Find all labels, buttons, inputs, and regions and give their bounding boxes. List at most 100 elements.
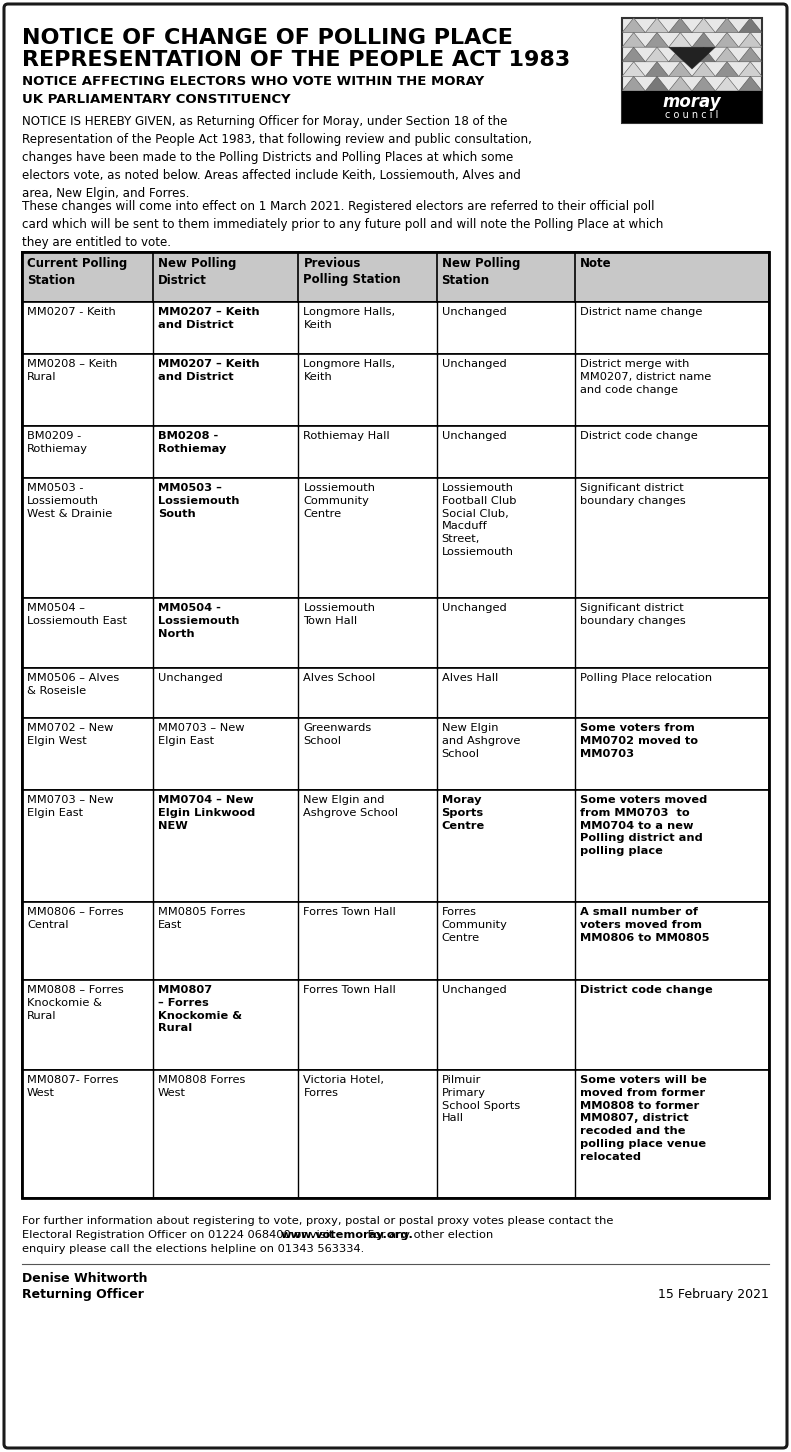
Text: For any other election: For any other election: [364, 1230, 493, 1240]
Text: Unchanged: Unchanged: [441, 603, 506, 613]
Text: MM0504 –
Lossiemouth East: MM0504 – Lossiemouth East: [27, 603, 127, 626]
Text: MM0704 – New
Elgin Linkwood
NEW: MM0704 – New Elgin Linkwood NEW: [157, 796, 255, 831]
Bar: [22, 302, 769, 354]
Text: Lossiemouth
Community
Centre: Lossiemouth Community Centre: [304, 484, 376, 518]
Bar: [22, 1070, 769, 1198]
Polygon shape: [692, 48, 715, 62]
Text: c o u n c i l: c o u n c i l: [665, 110, 719, 121]
Text: MM0207 – Keith
and District: MM0207 – Keith and District: [157, 359, 259, 382]
Polygon shape: [668, 32, 692, 48]
Text: www.votemoray.org.: www.votemoray.org.: [281, 1230, 414, 1240]
Text: Denise Whitworth: Denise Whitworth: [22, 1272, 147, 1285]
Polygon shape: [715, 77, 739, 91]
Text: MM0702 – New
Elgin West: MM0702 – New Elgin West: [27, 723, 113, 746]
Polygon shape: [715, 48, 739, 62]
Text: MM0503 –
Lossiemouth
South: MM0503 – Lossiemouth South: [157, 484, 239, 518]
Text: MM0504 -
Lossiemouth
North: MM0504 - Lossiemouth North: [157, 603, 239, 639]
Bar: [22, 790, 769, 902]
Text: MM0703 – New
Elgin East: MM0703 – New Elgin East: [157, 723, 244, 746]
Text: Forres
Community
Centre: Forres Community Centre: [441, 908, 508, 942]
Text: MM0207 - Keith: MM0207 - Keith: [27, 306, 115, 317]
Text: Lossiemouth
Football Club
Social Club,
Macduff
Street,
Lossiemouth: Lossiemouth Football Club Social Club, M…: [441, 484, 516, 558]
Text: Alves School: Alves School: [304, 672, 376, 682]
Text: Significant district
boundary changes: Significant district boundary changes: [580, 484, 686, 505]
Text: 15 February 2021: 15 February 2021: [658, 1288, 769, 1301]
Polygon shape: [645, 32, 668, 48]
Polygon shape: [645, 77, 668, 91]
Text: Significant district
boundary changes: Significant district boundary changes: [580, 603, 686, 626]
Text: For further information about registering to vote, proxy, postal or postal proxy: For further information about registerin…: [22, 1215, 613, 1225]
Text: BM0208 -
Rothiemay: BM0208 - Rothiemay: [157, 431, 226, 454]
Text: Polling Place relocation: Polling Place relocation: [580, 672, 712, 682]
Text: MM0503 -
Lossiemouth
West & Drainie: MM0503 - Lossiemouth West & Drainie: [27, 484, 112, 518]
Polygon shape: [645, 62, 668, 77]
Text: Unchanged: Unchanged: [441, 306, 506, 317]
Text: enquiry please call the elections helpline on 01343 563334.: enquiry please call the elections helpli…: [22, 1244, 364, 1255]
Text: A small number of
voters moved from
MM0806 to MM0805: A small number of voters moved from MM08…: [580, 908, 710, 942]
Text: Unchanged: Unchanged: [441, 431, 506, 441]
Polygon shape: [622, 17, 645, 32]
Polygon shape: [668, 77, 692, 91]
Bar: [22, 354, 769, 425]
Text: MM0805 Forres
East: MM0805 Forres East: [157, 908, 245, 929]
Text: New Polling
District: New Polling District: [157, 257, 236, 286]
Polygon shape: [645, 48, 668, 62]
Polygon shape: [739, 32, 762, 48]
Bar: [22, 668, 769, 717]
Text: MM0808 Forres
West: MM0808 Forres West: [157, 1074, 245, 1098]
Text: MM0207 – Keith
and District: MM0207 – Keith and District: [157, 306, 259, 330]
Polygon shape: [715, 17, 739, 32]
Text: MM0807
– Forres
Knockomie &
Rural: MM0807 – Forres Knockomie & Rural: [157, 984, 242, 1034]
Text: Unchanged: Unchanged: [157, 672, 222, 682]
Text: Current Polling
Station: Current Polling Station: [27, 257, 127, 286]
Polygon shape: [622, 77, 645, 91]
Text: MM0806 – Forres
Central: MM0806 – Forres Central: [27, 908, 123, 929]
Text: Longmore Halls,
Keith: Longmore Halls, Keith: [304, 359, 396, 382]
Polygon shape: [622, 62, 645, 77]
Text: REPRESENTATION OF THE PEOPLE ACT 1983: REPRESENTATION OF THE PEOPLE ACT 1983: [22, 49, 570, 70]
Text: Longmore Halls,
Keith: Longmore Halls, Keith: [304, 306, 396, 330]
Polygon shape: [668, 48, 692, 62]
Bar: [22, 425, 769, 478]
Text: District name change: District name change: [580, 306, 702, 317]
Text: NOTICE AFFECTING ELECTORS WHO VOTE WITHIN THE MORAY
UK PARLIAMENTARY CONSTITUENC: NOTICE AFFECTING ELECTORS WHO VOTE WITHI…: [22, 76, 484, 106]
Text: Unchanged: Unchanged: [441, 984, 506, 995]
Polygon shape: [692, 17, 715, 32]
Polygon shape: [739, 17, 762, 32]
Text: Rothiemay Hall: Rothiemay Hall: [304, 431, 390, 441]
Text: Greenwards
School: Greenwards School: [304, 723, 372, 746]
Polygon shape: [668, 17, 692, 32]
Bar: [22, 980, 769, 1070]
Bar: [22, 717, 769, 790]
Text: Moray
Sports
Centre: Moray Sports Centre: [441, 796, 485, 831]
Text: Lossiemouth
Town Hall: Lossiemouth Town Hall: [304, 603, 376, 626]
Text: MM0208 – Keith
Rural: MM0208 – Keith Rural: [27, 359, 117, 382]
Polygon shape: [692, 77, 715, 91]
Text: Forres Town Hall: Forres Town Hall: [304, 984, 396, 995]
Text: NOTICE IS HEREBY GIVEN, as Returning Officer for Moray, under Section 18 of the
: NOTICE IS HEREBY GIVEN, as Returning Off…: [22, 115, 532, 200]
FancyBboxPatch shape: [4, 4, 787, 1448]
Text: New Elgin and
Ashgrove School: New Elgin and Ashgrove School: [304, 796, 399, 817]
Text: District merge with
MM0207, district name
and code change: District merge with MM0207, district nam…: [580, 359, 711, 395]
Polygon shape: [739, 77, 762, 91]
Polygon shape: [645, 17, 668, 32]
Text: Electoral Registration Officer on 01224 068400 or visit: Electoral Registration Officer on 01224 …: [22, 1230, 337, 1240]
Text: Previous
Polling Station: Previous Polling Station: [304, 257, 401, 286]
Bar: [622, 17, 762, 123]
Text: MM0807- Forres
West: MM0807- Forres West: [27, 1074, 119, 1098]
Polygon shape: [668, 62, 692, 77]
Text: Forres Town Hall: Forres Town Hall: [304, 908, 396, 918]
Text: Some voters will be
moved from former
MM0808 to former
MM0807, district
recoded : Some voters will be moved from former MM…: [580, 1074, 706, 1162]
Text: These changes will come into effect on 1 March 2021. Registered electors are ref: These changes will come into effect on 1…: [22, 200, 664, 248]
Bar: [22, 253, 769, 302]
Text: NOTICE OF CHANGE OF POLLING PLACE: NOTICE OF CHANGE OF POLLING PLACE: [22, 28, 513, 48]
Polygon shape: [622, 32, 645, 48]
Polygon shape: [715, 32, 739, 48]
Bar: [22, 902, 769, 980]
Polygon shape: [668, 48, 715, 70]
Text: New Elgin
and Ashgrove
School: New Elgin and Ashgrove School: [441, 723, 520, 758]
Text: BM0209 -
Rothiemay: BM0209 - Rothiemay: [27, 431, 88, 454]
Bar: [22, 478, 769, 598]
Polygon shape: [692, 62, 715, 77]
Bar: [622, 91, 762, 123]
